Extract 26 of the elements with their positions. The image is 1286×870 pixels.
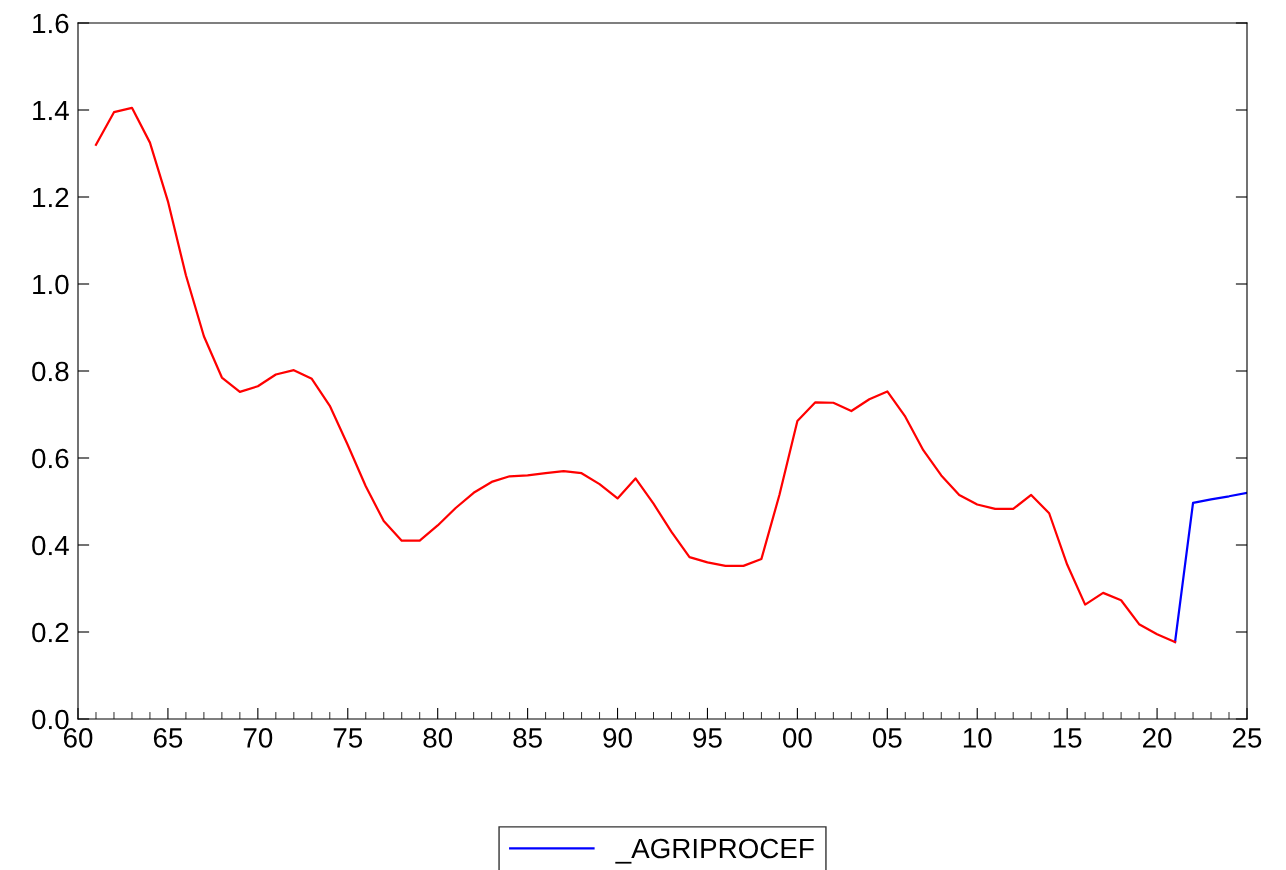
- x-tick-label: 65: [153, 728, 183, 748]
- y-tick-label: 0.2: [32, 622, 69, 643]
- x-tick-label: 85: [513, 728, 542, 748]
- line-series: [94, 106, 1177, 644]
- legend-label: _AGRIPROCEF: [615, 838, 814, 864]
- x-tick-label: 90: [603, 728, 632, 748]
- line-series: [1173, 491, 1247, 644]
- x-tick-label: 10: [963, 728, 992, 748]
- x-tick-label: 75: [333, 728, 363, 748]
- x-tick-label: 20: [1143, 728, 1172, 748]
- y-tick-label: 1.0: [33, 274, 69, 295]
- x-tick-label: 60: [63, 728, 93, 748]
- y-tick-label: 0.8: [32, 361, 69, 382]
- x-tick-label: 15: [1053, 728, 1082, 748]
- y-tick-label: 0.6: [32, 448, 69, 469]
- x-tick-label: 25: [1232, 728, 1262, 748]
- x-tick-label: 05: [872, 728, 902, 748]
- y-tick-label: 0.4: [32, 535, 69, 556]
- x-tick-label: 95: [693, 728, 722, 748]
- y-tick-label: 1.2: [33, 187, 69, 208]
- y-tick-label: 1.6: [33, 13, 69, 34]
- x-tick-label: 80: [423, 728, 453, 748]
- y-tick-label: 1.4: [33, 100, 69, 121]
- x-tick-label: 70: [243, 728, 273, 748]
- y-tick-label: 0.0: [32, 709, 69, 730]
- x-tick-label: 00: [783, 728, 812, 748]
